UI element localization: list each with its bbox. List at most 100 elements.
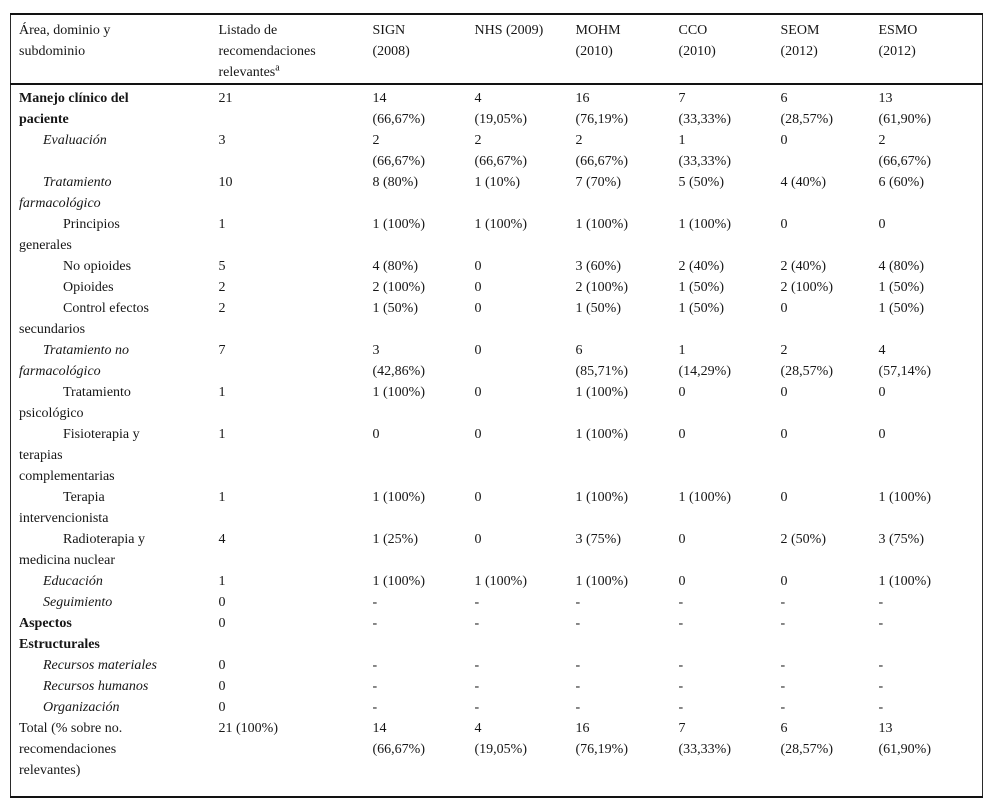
table-row: Tratamiento no farmacológico 7 3 (42,86%) 0…	[11, 340, 983, 382]
row-label: Evaluación	[43, 133, 107, 148]
value-cell: 0	[209, 676, 363, 697]
value-cell: 0	[771, 571, 869, 592]
cell-value: 0	[474, 280, 482, 295]
cell-value: 1 (100%)	[372, 574, 426, 589]
cell-value: 0	[780, 301, 788, 316]
cell-value: 1 (100%)	[575, 217, 629, 232]
value-cell: 2 (100%)	[566, 277, 669, 298]
column-header: CCO (2010)	[668, 14, 771, 85]
value-cell: 8 (80%)	[363, 172, 465, 214]
value-cell: 1 (50%)	[363, 298, 465, 340]
value-cell: 0	[465, 277, 566, 298]
cell-value: -	[678, 700, 684, 715]
row-label: Recursos materiales	[43, 658, 157, 673]
column-header: ESMO (2012)	[868, 14, 983, 85]
row-label: Terapia intervencionista	[19, 490, 109, 526]
value-cell: 1 (50%)	[669, 298, 771, 340]
cell-value: 0	[678, 427, 686, 442]
cell-value: 1	[218, 385, 226, 400]
cell-value: 0	[678, 385, 686, 400]
value-cell: 1 (50%)	[869, 277, 983, 298]
row-label: Control efectos secundarios	[19, 301, 149, 337]
value-cell: 0	[209, 592, 363, 613]
cell-value: 4 (19,05%)	[474, 91, 528, 127]
row-label-cell: Principios generales	[11, 214, 209, 256]
cell-value: -	[780, 658, 786, 673]
cell-value: 1 (50%)	[878, 301, 925, 316]
cell-value: 4 (57,14%)	[878, 343, 932, 379]
value-cell: 4 (80%)	[363, 256, 465, 277]
row-label-cell: Organización	[11, 697, 209, 718]
cell-value: 14 (66,67%)	[372, 91, 426, 127]
column-header-label: SIGN (2008)	[372, 23, 410, 59]
value-cell: 1 (100%)	[566, 571, 669, 592]
value-cell: 0	[363, 424, 465, 487]
row-label-cell: Manejo clínico del paciente	[11, 84, 209, 130]
row-label-cell: Radioterapia y medicina nuclear	[11, 529, 209, 571]
cell-value: 2 (100%)	[372, 280, 426, 295]
value-cell: 1 (100%)	[566, 382, 669, 424]
value-cell: -	[771, 655, 869, 676]
row-label: Total (% sobre no. recomendaciones relev…	[19, 721, 123, 778]
row-label: Fisioterapia y terapias complementarias	[19, 427, 140, 484]
value-cell: 0	[669, 529, 771, 571]
row-label: Organización	[43, 700, 120, 715]
cell-value: -	[678, 658, 684, 673]
table-row: Total (% sobre no. recomendaciones relev…	[11, 718, 983, 797]
value-cell: 3 (42,86%)	[363, 340, 465, 382]
value-cell: 0	[869, 382, 983, 424]
value-cell: 16 (76,19%)	[566, 718, 669, 797]
row-label-cell: Terapia intervencionista	[11, 487, 209, 529]
value-cell: 2 (66,67%)	[566, 130, 669, 172]
value-cell: 21	[209, 84, 363, 130]
row-label: Educación	[43, 574, 103, 589]
cell-value: 0	[780, 427, 788, 442]
value-cell: 1 (25%)	[363, 529, 465, 571]
cell-value: -	[780, 700, 786, 715]
value-cell: -	[669, 613, 771, 655]
cell-value: -	[575, 700, 581, 715]
cell-value: 4 (40%)	[780, 175, 827, 190]
cell-value: -	[878, 679, 884, 694]
row-label-cell: Fisioterapia y terapias complementarias	[11, 424, 209, 487]
value-cell: 2 (66,67%)	[465, 130, 566, 172]
cell-value: -	[474, 616, 480, 631]
cell-value: 1 (100%)	[575, 490, 629, 505]
cell-value: 5	[218, 259, 226, 274]
cell-value: 1 (100%)	[575, 574, 629, 589]
row-label: Manejo clínico del paciente	[19, 91, 129, 127]
cell-value: -	[878, 595, 884, 610]
cell-value: 1	[218, 490, 226, 505]
value-cell: -	[869, 613, 983, 655]
value-cell: 21 (100%)	[209, 718, 363, 797]
value-cell: 6 (28,57%)	[771, 84, 869, 130]
cell-value: -	[372, 700, 378, 715]
table-row: Organización 0 - - - - - -	[11, 697, 983, 718]
cell-value: 4 (80%)	[372, 259, 419, 274]
value-cell: 1 (50%)	[669, 277, 771, 298]
row-label-cell: No opioides	[11, 256, 209, 277]
value-cell: -	[363, 592, 465, 613]
cell-value: 1 (50%)	[878, 280, 925, 295]
cell-value: -	[780, 616, 786, 631]
cell-value: 0	[878, 385, 886, 400]
cell-value: 3	[218, 133, 226, 148]
row-label-cell: Educación	[11, 571, 209, 592]
cell-value: 1	[218, 574, 226, 589]
table-row: Terapia intervencionista 1 1 (100%) 0 1 (100…	[11, 487, 983, 529]
cell-value: 4 (19,05%)	[474, 721, 528, 757]
row-label: Seguimiento	[43, 595, 113, 610]
cell-value: -	[678, 679, 684, 694]
recommendations-table: Área, dominio y subdominio Listado de rec…	[10, 13, 983, 798]
table-header: Área, dominio y subdominio Listado de rec…	[10, 14, 983, 85]
cell-value: 1 (25%)	[372, 532, 419, 547]
value-cell: 2 (66,67%)	[363, 130, 465, 172]
row-label: No opioides	[63, 259, 132, 274]
cell-value: 4 (80%)	[878, 259, 925, 274]
row-label-cell: Evaluación	[11, 130, 209, 172]
cell-value: 2	[218, 301, 226, 316]
cell-value: 4	[218, 532, 226, 547]
value-cell: 0	[771, 382, 869, 424]
cell-value: 0	[372, 427, 380, 442]
value-cell: 2 (100%)	[363, 277, 465, 298]
